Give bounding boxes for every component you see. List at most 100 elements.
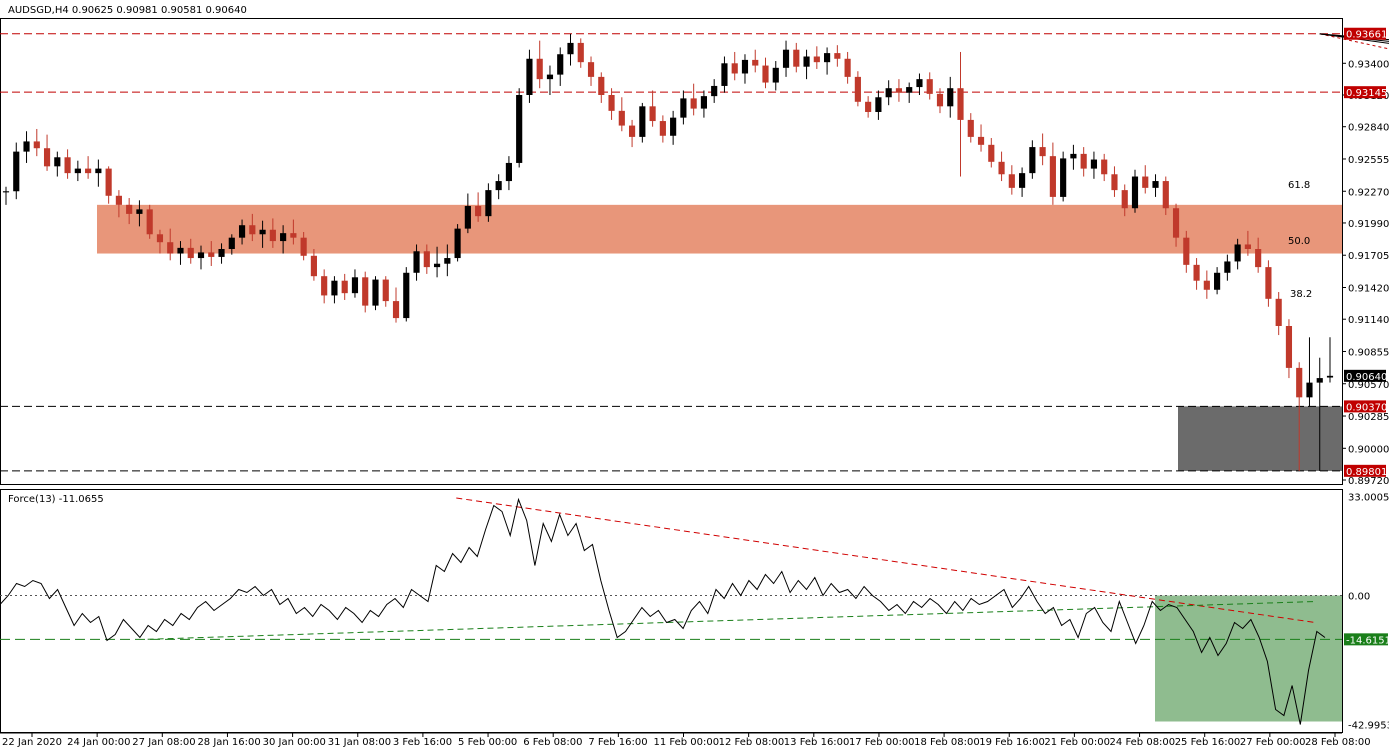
y-tick-label: 0.93400 bbox=[1348, 59, 1389, 70]
candle-body bbox=[977, 136, 985, 145]
y-tick-label: 0.90000 bbox=[1348, 444, 1389, 455]
x-tick-label: 21 Feb 00:00 bbox=[1044, 737, 1110, 748]
x-tick-label: 13 Feb 16:00 bbox=[784, 737, 850, 748]
candle-body bbox=[1306, 382, 1313, 398]
candle-body bbox=[208, 252, 215, 257]
candle-body bbox=[321, 276, 328, 296]
level-price-tag-text: 0.90370 bbox=[1346, 402, 1387, 413]
candle-body bbox=[1234, 244, 1241, 262]
force-green-zone bbox=[1155, 595, 1342, 722]
candle-body bbox=[526, 58, 533, 95]
force-indicator-label: Force(13) -11.0655 bbox=[8, 494, 104, 505]
candle-body bbox=[382, 279, 389, 302]
candle-body bbox=[351, 277, 359, 294]
force-trend-line-green bbox=[147, 601, 1316, 640]
candle-body bbox=[454, 228, 461, 259]
y-tick-label: 0.89720 bbox=[1348, 476, 1389, 487]
candle-body bbox=[1224, 261, 1231, 273]
symbol-info-label: AUDSGD,H4 0.90625 0.90981 0.90581 0.9064… bbox=[8, 5, 247, 16]
candle-body bbox=[280, 233, 287, 242]
candle-body bbox=[156, 234, 164, 243]
x-tick-label: 19 Feb 16:00 bbox=[979, 737, 1045, 748]
x-tick-label: 27 Feb 00:00 bbox=[1240, 737, 1306, 748]
level-price-tag bbox=[1344, 464, 1386, 477]
candle-body bbox=[218, 249, 225, 257]
fib-fan-line-38.2 bbox=[1319, 33, 1389, 44]
candle-body bbox=[505, 162, 512, 182]
candle-body bbox=[659, 121, 666, 136]
candle-body bbox=[249, 225, 256, 235]
candle-body bbox=[126, 204, 133, 214]
y-tick-label: 0.92840 bbox=[1348, 123, 1389, 134]
x-tick-label: 7 Feb 16:00 bbox=[588, 737, 647, 748]
level-price-tag bbox=[1344, 400, 1386, 413]
candle-body bbox=[1162, 181, 1169, 209]
candle-body bbox=[1316, 378, 1323, 383]
candle-body bbox=[1326, 375, 1334, 378]
candle-body bbox=[1049, 156, 1056, 197]
candle-body bbox=[444, 258, 451, 264]
candle-body bbox=[711, 85, 718, 97]
candle-body bbox=[300, 237, 307, 256]
fib-label-61.8: 61.8 bbox=[1288, 180, 1310, 191]
candle-body bbox=[2, 191, 10, 193]
candle-body bbox=[813, 56, 820, 63]
candle-body bbox=[1172, 208, 1180, 238]
candle-body bbox=[803, 56, 810, 67]
candle-body bbox=[567, 42, 574, 55]
y-tick-label: 0.92555 bbox=[1348, 155, 1389, 166]
candle-body bbox=[690, 98, 697, 109]
candle-body bbox=[1203, 280, 1210, 290]
candle-body bbox=[998, 161, 1005, 175]
y-tick-label: 0.90570 bbox=[1348, 380, 1389, 391]
candle-body bbox=[916, 79, 923, 88]
resistance-zone bbox=[97, 204, 1342, 254]
candle-body bbox=[700, 96, 708, 109]
force-value-tag-text: -14.6151 bbox=[1346, 635, 1389, 646]
y-tick-label: 0.91420 bbox=[1348, 284, 1389, 295]
candle-body bbox=[43, 148, 51, 167]
level-price-tag-text: 0.93145 bbox=[1346, 88, 1387, 99]
y-tick-label: 0.90285 bbox=[1348, 412, 1389, 423]
fib-label-50.0: 50.0 bbox=[1288, 236, 1310, 247]
candle-body bbox=[598, 76, 605, 95]
candle-body bbox=[310, 255, 317, 277]
candle-body bbox=[865, 101, 872, 112]
candle-body bbox=[269, 229, 276, 242]
candle-body bbox=[105, 168, 112, 196]
candle-body bbox=[639, 106, 646, 137]
candle-body bbox=[957, 88, 964, 120]
x-tick-label: 3 Feb 16:00 bbox=[393, 737, 452, 748]
candle-body bbox=[1296, 367, 1303, 398]
candle-body bbox=[906, 87, 913, 93]
force-plot-frame bbox=[0, 489, 1343, 733]
candle-body bbox=[1142, 176, 1149, 188]
candle-body bbox=[177, 247, 184, 254]
price-pane: 61.850.038.20.934000.931200.928400.92555… bbox=[0, 18, 1389, 487]
candle-body bbox=[1008, 174, 1015, 188]
candle-body bbox=[557, 54, 564, 75]
candle-body bbox=[1070, 153, 1077, 159]
candle-body bbox=[1193, 264, 1200, 281]
x-tick-label: 24 Feb 08:00 bbox=[1110, 737, 1176, 748]
candle-body bbox=[23, 141, 30, 152]
candle-body bbox=[1214, 272, 1221, 290]
candle-body bbox=[392, 301, 400, 319]
candle-body bbox=[587, 62, 595, 77]
candle-body bbox=[1080, 153, 1087, 169]
level-price-tag-text: 0.89801 bbox=[1346, 467, 1387, 478]
candle-body bbox=[74, 168, 81, 174]
candle-body bbox=[1285, 326, 1293, 368]
candle-body bbox=[228, 237, 235, 249]
candle-body bbox=[834, 53, 841, 59]
fib-label-38.2: 38.2 bbox=[1290, 289, 1312, 300]
candle-body bbox=[33, 141, 40, 149]
candle-body bbox=[947, 88, 954, 107]
candle-body bbox=[1255, 249, 1262, 268]
candle-body bbox=[1029, 147, 1036, 174]
force-line bbox=[0, 497, 1326, 725]
candle-body bbox=[536, 58, 543, 80]
candle-body bbox=[403, 272, 410, 319]
